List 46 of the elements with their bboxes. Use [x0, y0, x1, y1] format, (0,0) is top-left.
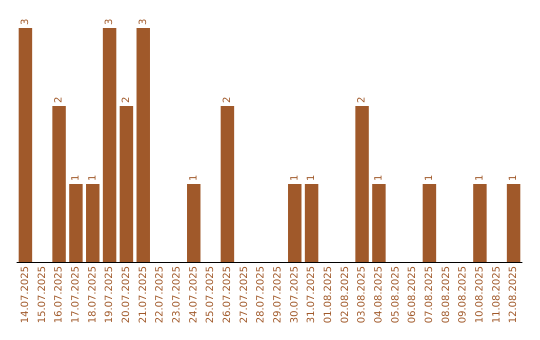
x-tick-label: 07.08.2025 — [424, 266, 435, 324]
x-tick-label: 14.07.2025 — [20, 266, 31, 324]
x-tick-label: 19.07.2025 — [104, 266, 116, 324]
data-label: 3 — [104, 18, 116, 25]
x-tick-label: 23.07.2025 — [171, 266, 182, 324]
data-label: 1 — [289, 174, 300, 181]
x-tick-label: 31.07.2025 — [306, 266, 318, 324]
x-tick-label: 21.07.2025 — [138, 266, 149, 324]
data-label: 1 — [424, 174, 435, 181]
x-tick-label: 27.07.2025 — [238, 266, 250, 324]
data-label: 2 — [120, 96, 132, 103]
x-tick-label: 24.07.2025 — [188, 266, 200, 324]
data-label: 1 — [306, 174, 318, 181]
x-tick-label: 08.08.2025 — [440, 266, 452, 324]
data-label: 3 — [20, 18, 31, 25]
data-label: 2 — [54, 96, 65, 103]
x-tick-label: 17.07.2025 — [70, 266, 82, 324]
x-tick-label: 22.07.2025 — [154, 266, 166, 324]
x-tick-label: 28.07.2025 — [256, 266, 267, 324]
data-label: 1 — [373, 174, 384, 181]
data-label: 1 — [474, 174, 486, 181]
x-tick-label: 18.07.2025 — [87, 266, 98, 324]
x-tick-label: 10.08.2025 — [474, 266, 486, 324]
x-tick-label: 16.07.2025 — [54, 266, 65, 324]
x-tick-label: 25.07.2025 — [205, 266, 216, 324]
data-label: 3 — [138, 18, 149, 25]
x-tick-label: 04.08.2025 — [373, 266, 384, 324]
data-label: 1 — [87, 174, 98, 181]
x-tick-label: 30.07.2025 — [289, 266, 300, 324]
x-tick-label: 09.08.2025 — [458, 266, 469, 324]
x-tick-label: 26.07.2025 — [222, 266, 233, 324]
x-tick-label: 01.08.2025 — [322, 266, 334, 324]
x-tick-label: 20.07.2025 — [120, 266, 132, 324]
x-tick-label: 06.08.2025 — [407, 266, 418, 324]
data-label: 1 — [188, 174, 200, 181]
x-tick-label: 05.08.2025 — [390, 266, 402, 324]
data-label: 2 — [222, 96, 233, 103]
x-tick-label: 15.07.2025 — [36, 266, 48, 324]
x-tick-label: 11.08.2025 — [491, 266, 502, 324]
x-tick-label: 29.07.2025 — [272, 266, 284, 324]
data-label: 2 — [356, 96, 368, 103]
x-tick-label: 03.08.2025 — [356, 266, 368, 324]
data-label: 1 — [508, 174, 520, 181]
data-label: 1 — [70, 174, 82, 181]
x-tick-label: 02.08.2025 — [340, 266, 351, 324]
x-tick-label: 12.08.2025 — [508, 266, 520, 324]
